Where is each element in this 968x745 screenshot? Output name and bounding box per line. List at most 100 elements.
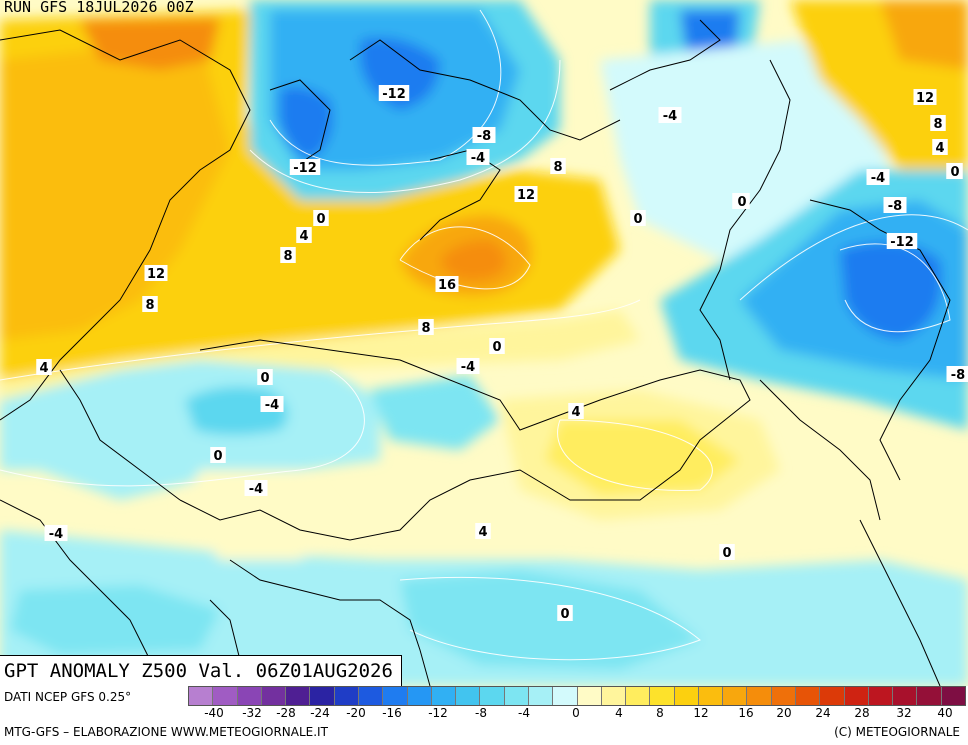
contour-label: 12 [916,91,934,106]
colorbar-swatch [747,687,772,705]
legend-footer: DATI NCEP GFS 0.25° -40 -32 -28 -24 -20 -16 -1… [0,686,968,745]
negative-pocket-southwest [10,585,220,655]
contour-label: -4 [871,171,885,186]
contour-label: -4 [471,151,485,166]
field-shading [0,0,968,686]
contour-label: 0 [492,340,501,355]
colorbar-swatch [601,687,627,705]
colorbar [188,686,966,706]
colorbar-tick-label: -24 [310,706,330,720]
colorbar-swatch [261,687,287,705]
colorbar-tick-label: 40 [937,706,953,720]
contour-label-bg [568,403,584,419]
colorbar-tick-label: 24 [815,706,831,720]
contour-label: -12 [293,161,317,176]
contour-label: 4 [39,361,48,376]
colorbar-swatch [237,687,262,705]
colorbar-tick-label: -32 [242,706,262,720]
colorbar-swatch [771,687,797,705]
colorbar-swatch [456,687,481,705]
contour-label-bg [946,366,968,382]
colorbar-swatch [868,687,894,705]
contour-label: 8 [933,117,942,132]
colorbar-tick-label: 4 [615,706,623,720]
negative-core-north [280,86,333,160]
contour-label: -4 [249,482,263,497]
contour-label-bg [296,227,312,243]
contour-label: 4 [478,525,487,540]
colorbar-swatch [213,687,238,705]
contour-label: 12 [147,267,165,282]
contour-label: -8 [477,129,491,144]
contour-label-bg [435,276,459,292]
contour-label-bg [630,210,646,226]
contour-lines [0,9,968,661]
map-title: GPT ANOMALY Z500 Val. 06Z01AUG2026 [0,655,402,686]
contour-label: -4 [461,360,475,375]
positive-core-south [545,420,740,495]
contour-label: 0 [737,195,746,210]
contour-label: -4 [265,398,279,413]
contour-label-bg [886,233,918,249]
colorbar-tick-label: -4 [518,706,530,720]
contour-label: 0 [950,165,959,180]
contour-label: 4 [571,405,580,420]
footer-copyright: (C) METEOGIORNALE [834,725,960,739]
colorbar-swatch [844,687,869,705]
contour-label-bg [866,169,890,185]
colorbar-ticks: -40 -32 -28 -24 -20 -16 -12 -8 -4 0 4 8 12 16 20 24 28 32… [188,706,966,722]
contour-label-bg [280,247,296,263]
contour-label-bg [289,159,321,175]
contour-label: 0 [633,212,642,227]
negative-pocket-south [400,570,700,670]
colorbar-swatch [358,687,384,705]
contour-label-bg [418,319,434,335]
contour-label-bg [932,139,948,155]
colorbar-tick-label: -12 [428,706,448,720]
colorbar-tick-label: -20 [346,706,366,720]
contour-label-bg [734,193,750,209]
contour-label: 0 [560,607,569,622]
positive-pocket-southwest [180,470,340,560]
colorbar-swatch [941,687,965,705]
contour-label-bg [244,480,268,496]
colorbar-swatch [626,687,651,705]
contour-label-bg [313,210,329,226]
contour-label-bg [472,127,496,143]
colorbar-tick-label: -16 [382,706,402,720]
colorbar-swatch [796,687,821,705]
contour-label-bg [557,605,573,621]
colorbar-swatch [286,687,311,705]
contour-label-bg [257,369,273,385]
contour-label-bg [658,107,682,123]
contour-label: 4 [935,141,944,156]
contour-label-bg [489,338,505,354]
contour-label-bg [719,544,735,560]
contour-label-bg [550,158,566,174]
contour-label: -4 [663,109,677,124]
contour-label-bg [475,523,491,539]
colorbar-swatch [528,687,554,705]
contour-label: 12 [517,188,535,203]
colorbar-tick-label: -8 [475,706,487,720]
contour-label: 0 [213,449,222,464]
contour-label-bg [36,359,52,375]
colorbar-swatch [723,687,748,705]
contour-label-bg [883,197,907,213]
data-source-label: DATI NCEP GFS 0.25° [4,690,132,704]
colorbar-swatch [334,687,359,705]
contour-label: 8 [283,249,292,264]
positive-core-16-inner [440,240,506,281]
colorbar-tick-label: 20 [776,706,792,720]
colorbar-swatch [698,687,724,705]
colorbar-tick-label: 32 [896,706,912,720]
run-label: RUN GFS 18JUL2026 00Z [4,0,194,16]
colorbar-swatch [310,687,335,705]
contour-label: -12 [890,235,914,250]
colorbar-swatch [820,687,845,705]
colorbar-swatch [504,687,529,705]
contour-label: 0 [722,546,731,561]
positive-region-northwest-inner [0,40,230,340]
colorbar-swatch [189,687,214,705]
contour-label: 8 [553,160,562,175]
